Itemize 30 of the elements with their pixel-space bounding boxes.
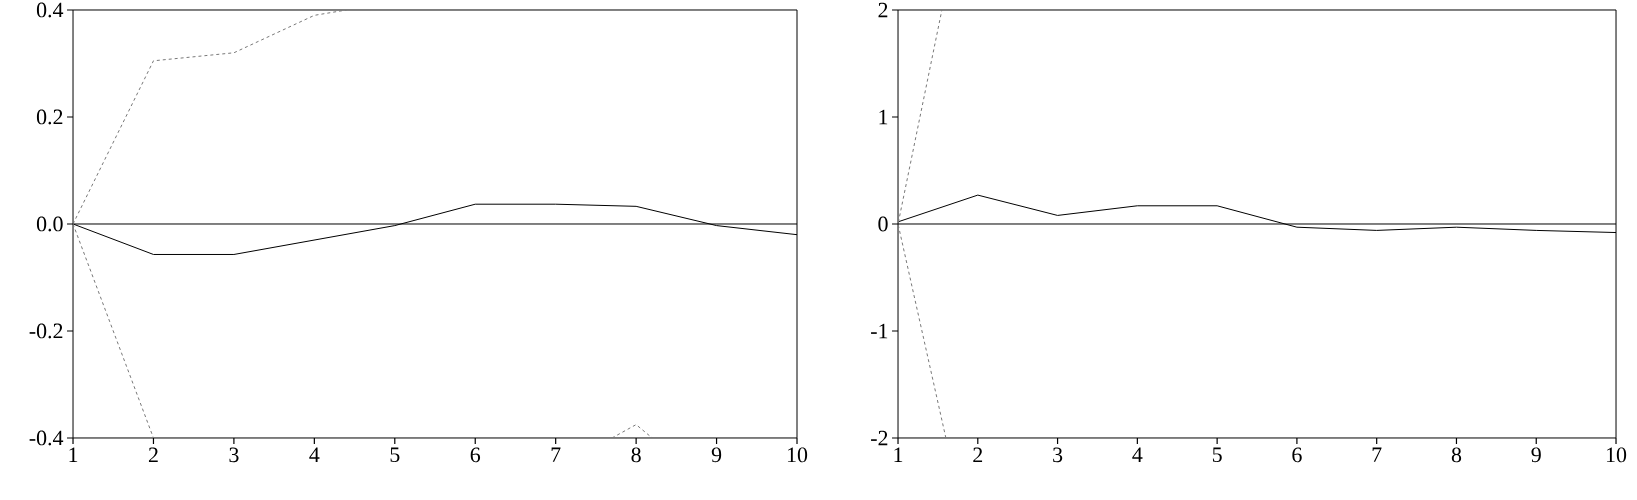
x-tick-label: 6: [1292, 447, 1302, 463]
x-tick-label: 5: [390, 447, 400, 463]
x-tick-label: 6: [470, 447, 481, 463]
x-tick-label: 1: [69, 447, 78, 462]
x-tick-label: 4: [1132, 447, 1143, 462]
y-tick-label: -1: [871, 323, 888, 339]
y-tick-label: -0.2: [29, 323, 63, 339]
x-tick-label: 10: [787, 447, 808, 463]
x-tick-label: 4: [309, 447, 320, 462]
y-tick-label: 0.4: [36, 2, 64, 18]
y-tick-label: -0.4: [29, 430, 64, 446]
x-tick-label: 3: [229, 447, 239, 463]
x-tick-label: 3: [1053, 447, 1063, 463]
y-tick-label: -2: [871, 430, 888, 446]
y-tick-label: 0: [878, 216, 888, 232]
x-tick-label: 8: [631, 447, 641, 463]
x-tick-label: 9: [1531, 447, 1541, 463]
x-tick-label: 2: [973, 447, 983, 463]
x-tick-label: 9: [711, 447, 722, 463]
x-tick-label: 10: [1606, 447, 1627, 463]
x-tick-label: 5: [1212, 447, 1222, 463]
x-tick-label: 7: [551, 447, 561, 462]
y-tick-label: 0.2: [36, 109, 63, 125]
x-tick-label: 2: [148, 447, 158, 463]
y-tick-label: 1: [879, 109, 888, 125]
x-tick-label: 8: [1451, 447, 1462, 463]
x-tick-label: 1: [894, 447, 903, 462]
y-tick-label: 2: [878, 2, 888, 18]
y-tick-label: 0.0: [36, 216, 63, 232]
x-tick-label: 7: [1372, 447, 1382, 462]
